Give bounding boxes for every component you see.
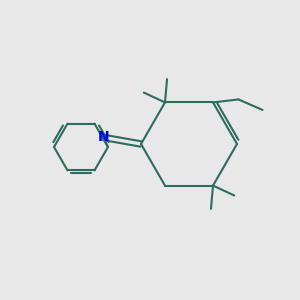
Text: N: N xyxy=(98,130,109,144)
